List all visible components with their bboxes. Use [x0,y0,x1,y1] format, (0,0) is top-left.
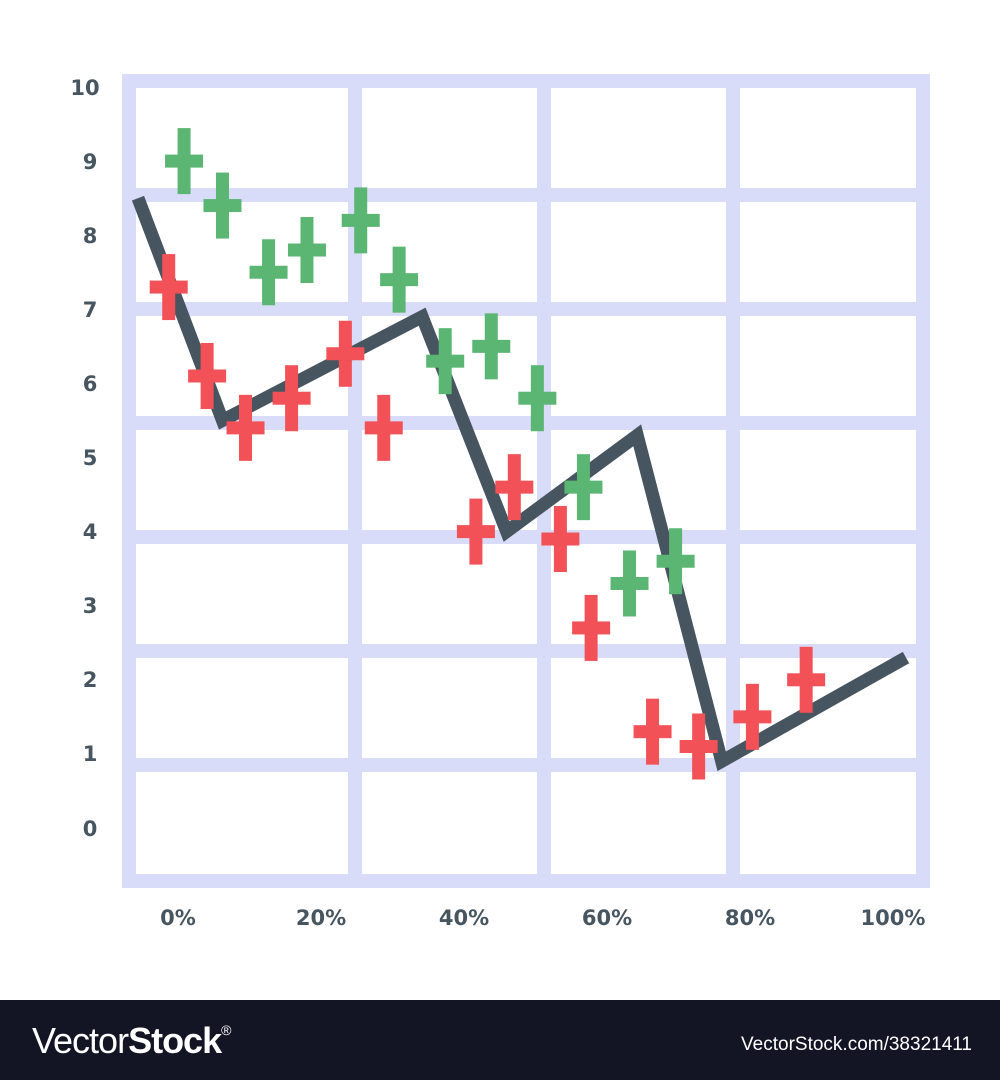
red-plus-marker [188,342,227,409]
green-markers [165,128,695,617]
red-plus-marker [272,365,311,432]
trend-line [131,195,910,772]
grid-bottom-border [122,874,930,888]
grid [122,74,930,888]
grid-hline [122,188,930,202]
x-tick-label: 80% [725,906,775,930]
green-plus-marker [287,217,326,284]
green-plus-marker [656,528,695,595]
grid-vline [726,74,740,888]
grid-vline [348,74,362,888]
y-tick-label: 5 [83,446,98,470]
y-axis-labels: 10 9 8 7 6 5 4 3 2 1 0 [70,76,99,841]
x-tick-label: 40% [439,906,489,930]
red-plus-marker [572,594,611,661]
green-plus-marker [165,128,204,195]
y-tick-label: 4 [83,520,98,544]
x-tick-label: 60% [582,906,632,930]
green-plus-marker [518,365,557,432]
red-plus-marker [149,254,188,321]
green-plus-marker [426,328,465,395]
x-tick-label: 100% [861,906,926,930]
red-plus-marker [733,683,772,750]
red-plus-marker [541,506,580,573]
y-tick-label: 10 [70,76,99,100]
green-plus-marker [249,239,288,306]
green-plus-marker [203,172,242,239]
watermark-footer: VectorStock® VectorStock.com/38321411 [0,1000,1000,1080]
y-tick-label: 3 [83,594,98,618]
red-plus-marker [495,454,534,521]
red-plus-marker [633,698,672,765]
x-tick-label: 0% [160,906,196,930]
grid-vline [537,74,551,888]
y-tick-label: 7 [83,298,98,322]
red-markers [149,254,826,780]
y-tick-label: 8 [83,224,98,248]
y-tick-label: 9 [83,150,98,174]
green-plus-marker [341,187,380,254]
red-plus-marker [226,394,265,461]
registered-mark: ® [221,1022,231,1038]
grid-right-border [916,74,930,888]
grid-hline [122,302,930,316]
grid-left-border [122,74,136,888]
y-tick-label: 6 [83,372,98,396]
green-plus-marker [564,454,603,521]
grid-top-border [122,74,930,88]
red-plus-marker [679,713,718,780]
red-plus-marker [326,320,365,387]
green-plus-marker [472,313,511,380]
logo-text-thin: Vector [32,1020,129,1061]
line-chart: 10 9 8 7 6 5 4 3 2 1 0 0% 20% 40% 60% 80… [70,74,930,930]
vectorstock-logo: VectorStock® [32,1020,231,1062]
image-reference: VectorStock.com/38321411 [741,1034,972,1055]
green-plus-marker [610,550,649,617]
red-plus-marker [364,394,403,461]
logo-text-bold: Stock [128,1020,222,1061]
y-tick-label: 1 [83,742,98,766]
red-plus-marker [787,646,826,713]
trend-polyline [131,195,910,772]
grid-hline [122,530,930,544]
green-plus-marker [380,246,419,313]
red-plus-marker [456,498,495,565]
y-tick-label: 2 [83,668,98,692]
y-tick-label: 0 [83,817,98,841]
grid-hline [122,758,930,772]
x-axis-labels: 0% 20% 40% 60% 80% 100% [160,906,925,930]
x-tick-label: 20% [296,906,346,930]
